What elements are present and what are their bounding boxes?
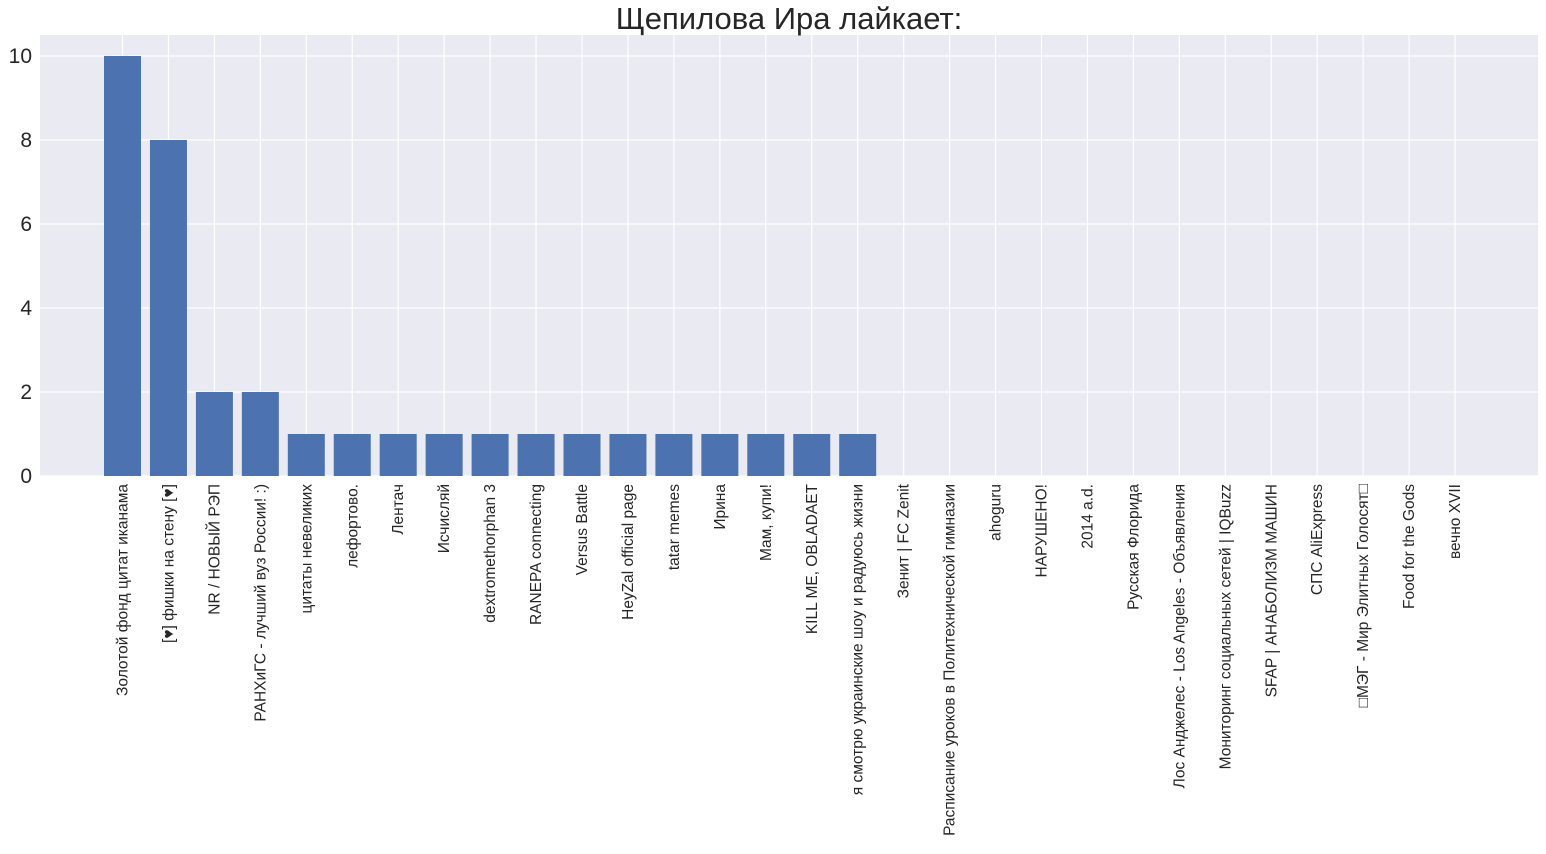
x-tick-label: цитаты невеликих <box>298 484 315 614</box>
bar <box>425 434 463 476</box>
bar <box>471 434 509 476</box>
bar <box>839 434 877 476</box>
x-tick-label: СПС AliExpress <box>1309 484 1326 595</box>
y-axis-ticks: 0 2 4 6 8 10 <box>9 45 33 488</box>
x-tick-label: Лос Анджелес - Los Angeles - Объявления <box>1171 484 1188 788</box>
bar <box>195 392 233 476</box>
x-tick-label: Русская Флорида <box>1125 484 1142 610</box>
x-tick-label: Лентач <box>390 484 407 535</box>
x-tick-label: [♥] фишки на стену [♥] <box>160 484 177 643</box>
bar <box>149 140 187 476</box>
x-tick-label: HeyZal official page <box>620 484 637 620</box>
bars <box>104 56 877 476</box>
x-tick-label: лефортово. <box>344 484 361 568</box>
bar <box>747 434 785 476</box>
x-tick-label: Золотой фонд цитат иканама <box>115 484 132 696</box>
x-tick-label: я смотрю украинские шоу и радуюсь жизни <box>850 484 867 795</box>
x-tick-label: SFAP | АНАБОЛИЗМ МАШИН <box>1263 484 1280 697</box>
x-tick-label: Исчисляй <box>436 484 453 553</box>
y-tick-label: 10 <box>9 45 32 68</box>
x-tick-label: dextromethorphan 3 <box>482 484 499 623</box>
x-tick-label: Расписание уроков в Политехнической гимн… <box>942 484 959 836</box>
plot-area <box>40 35 1538 476</box>
x-tick-label: Ирина <box>712 484 729 530</box>
x-tick-label: KILL ME, OBLADAET <box>804 483 821 634</box>
bar <box>517 434 555 476</box>
bar <box>563 434 601 476</box>
bar <box>655 434 693 476</box>
x-tick-label: 2014 a.d. <box>1079 484 1096 549</box>
x-tick-label: NR / НОВЫЙ РЭП <box>205 484 223 615</box>
bar <box>609 434 647 476</box>
x-tick-label: tatar memes <box>666 484 683 570</box>
bar <box>287 434 325 476</box>
bar <box>793 434 831 476</box>
y-tick-label: 8 <box>20 129 32 152</box>
bar <box>104 56 141 476</box>
x-tick-label: РАНХиГС - лучший вуз России! :) <box>252 484 269 722</box>
x-tick-label: Versus Battle <box>574 484 591 575</box>
chart-title: Щепилова Ира лайкает: <box>616 1 963 36</box>
x-tick-label: □МЭГ - Мир Элитных Голосят□ <box>1355 483 1372 707</box>
bar <box>701 434 739 476</box>
x-tick-label: Food for the Gods <box>1401 484 1418 609</box>
bar <box>241 392 279 476</box>
x-axis-ticks: Золотой фонд цитат иканама [♥] фишки на с… <box>115 483 1465 836</box>
x-tick-label: НАРУШЕНО! <box>1034 484 1051 577</box>
grid-lines <box>40 35 1538 477</box>
y-tick-label: 4 <box>20 297 32 320</box>
y-tick-label: 0 <box>20 465 32 488</box>
x-tick-label: RANEPA connecting <box>528 484 545 625</box>
bar <box>333 434 371 476</box>
y-tick-label: 6 <box>20 213 32 236</box>
x-tick-label: вечно XVII <box>1447 484 1464 559</box>
x-tick-label: Мам, купи! <box>758 484 775 561</box>
x-tick-label: Мониторинг социальных сетей | IQBuzz <box>1217 484 1234 769</box>
x-tick-label: Зенит | FC Zenit <box>896 483 913 598</box>
y-tick-label: 2 <box>20 381 32 404</box>
x-tick-label: ahoguru <box>988 484 1005 541</box>
bar <box>379 434 417 476</box>
